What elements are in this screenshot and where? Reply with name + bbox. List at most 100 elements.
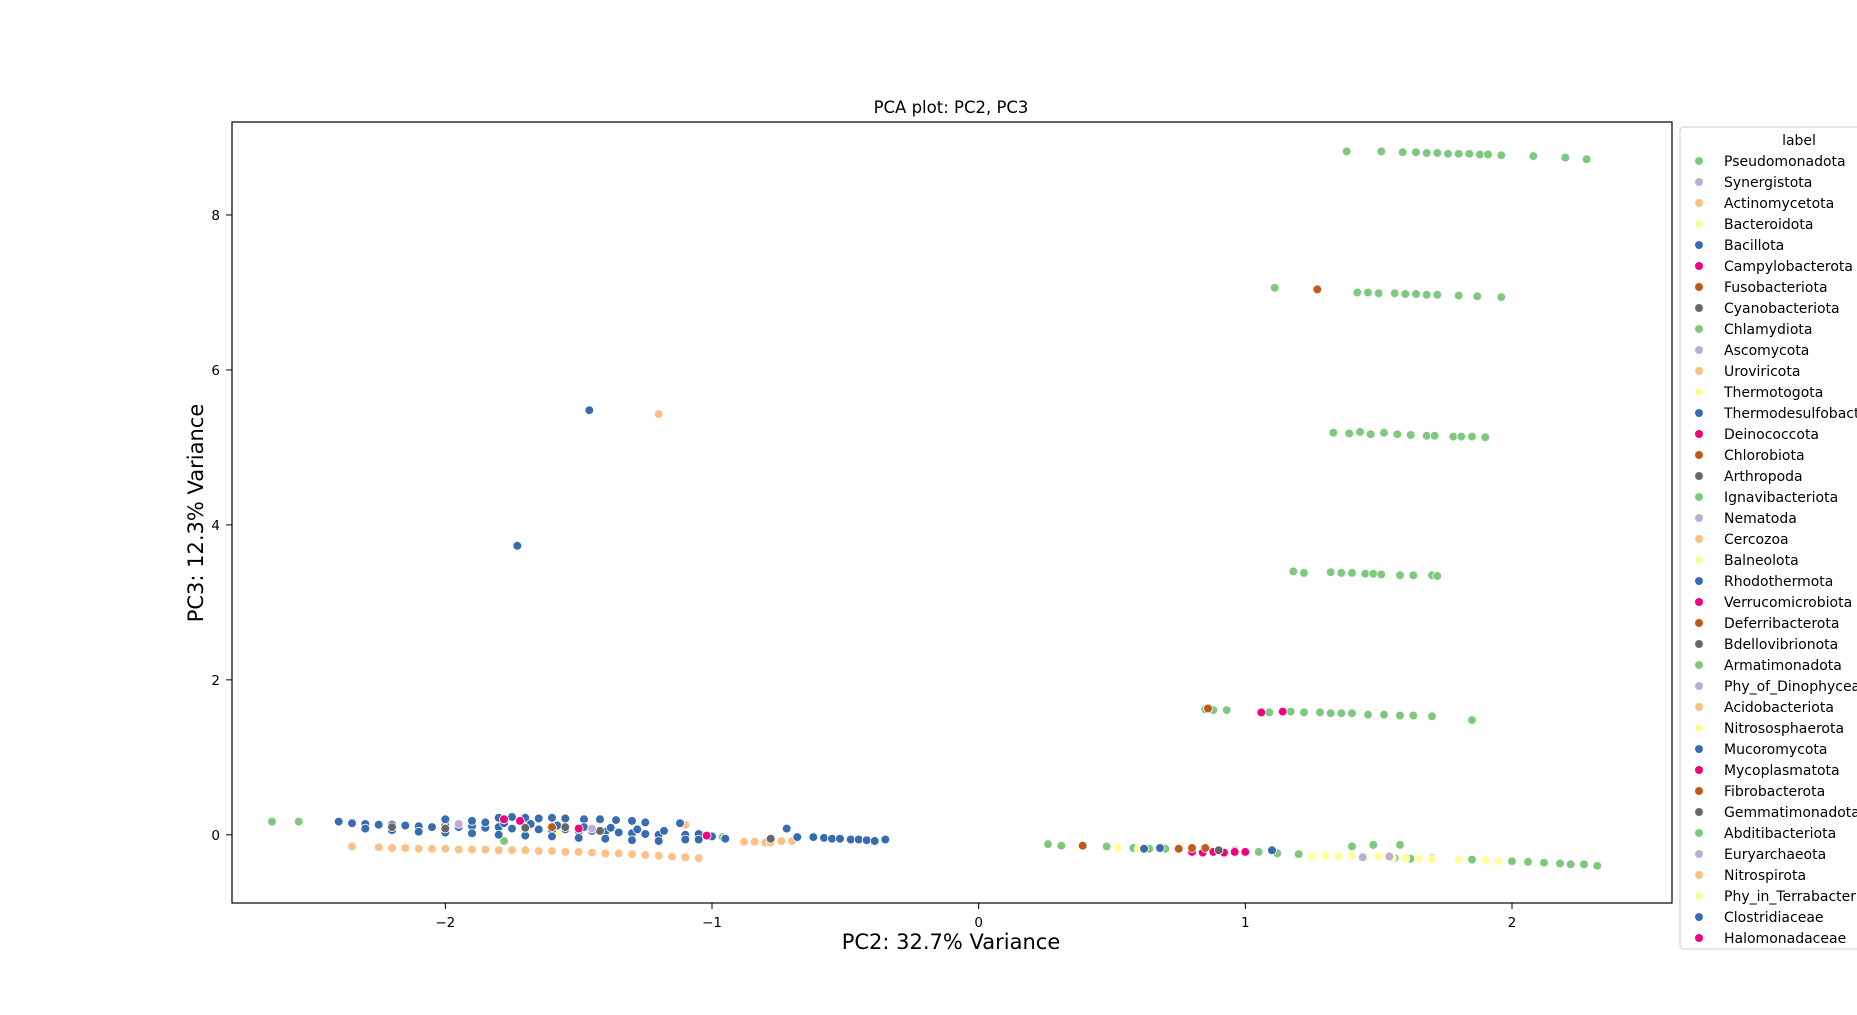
data-point xyxy=(493,829,504,840)
data-point xyxy=(387,843,397,853)
data-point xyxy=(387,822,397,832)
legend-marker xyxy=(1694,450,1704,460)
data-point xyxy=(853,834,864,845)
data-point xyxy=(440,814,451,825)
data-point xyxy=(640,850,651,860)
data-point xyxy=(413,826,424,837)
data-point xyxy=(600,833,611,844)
x-tick-label: 1 xyxy=(1241,915,1250,931)
legend-marker xyxy=(1694,198,1704,208)
y-tick-label: 8 xyxy=(211,208,220,224)
data-point xyxy=(480,817,491,828)
data-point xyxy=(1507,856,1517,866)
data-point xyxy=(632,824,643,835)
data-point xyxy=(1413,853,1424,864)
legend-marker xyxy=(1694,555,1704,565)
y-axis-label: PC3: 12.3% Variance xyxy=(184,404,208,623)
legend-label: Phy_of_Dinophycea xyxy=(1724,679,1857,695)
legend-marker xyxy=(1694,807,1704,817)
data-point xyxy=(493,845,504,856)
legend-label: Acidobacteriota xyxy=(1724,700,1834,716)
data-point xyxy=(547,831,557,842)
legend-marker xyxy=(1694,765,1704,775)
data-point xyxy=(600,848,611,859)
data-point xyxy=(1288,566,1299,577)
legend-label: Balneolota xyxy=(1724,553,1799,569)
legend-label: Nematoda xyxy=(1724,511,1797,527)
legend-label: Pseudomonadota xyxy=(1724,154,1846,170)
legend-label: Armatimonadota xyxy=(1724,658,1842,674)
data-point xyxy=(453,819,464,829)
data-point xyxy=(347,818,357,828)
data-point xyxy=(627,816,637,826)
data-point xyxy=(1464,149,1475,159)
data-point xyxy=(627,849,637,859)
data-point xyxy=(333,816,344,827)
data-point xyxy=(1240,847,1251,857)
legend-label: Abditibacteriota xyxy=(1724,826,1836,842)
data-point xyxy=(1376,146,1387,157)
legend-label: Bacteroidota xyxy=(1724,217,1813,233)
data-point xyxy=(1264,707,1275,718)
data-point xyxy=(792,832,803,842)
legend-marker xyxy=(1694,282,1704,292)
legend-marker xyxy=(1694,744,1704,754)
data-point xyxy=(1328,427,1339,438)
data-point xyxy=(520,845,531,856)
data-point xyxy=(1368,840,1379,850)
data-point xyxy=(1539,857,1549,868)
data-point xyxy=(1493,856,1504,866)
data-point xyxy=(507,823,517,834)
data-point xyxy=(1392,429,1403,440)
data-point xyxy=(613,827,624,838)
data-point xyxy=(1448,431,1459,442)
legend-marker xyxy=(1694,576,1704,586)
data-point xyxy=(1475,149,1485,160)
data-point xyxy=(360,823,371,834)
data-point xyxy=(640,829,651,839)
data-point xyxy=(1363,287,1373,298)
y-tick-label: 2 xyxy=(211,673,220,689)
legend-label: Bdellovibrionota xyxy=(1724,637,1838,653)
legend-marker xyxy=(1694,681,1704,691)
data-point xyxy=(573,823,584,834)
data-point xyxy=(1333,851,1344,862)
legend-marker xyxy=(1694,429,1704,439)
data-point xyxy=(1307,851,1317,862)
legend-label: Nitrospirota xyxy=(1724,868,1806,884)
data-point xyxy=(605,822,616,833)
data-point xyxy=(1379,709,1389,720)
data-point xyxy=(1376,569,1387,580)
data-point xyxy=(1411,289,1421,299)
data-point xyxy=(869,836,880,846)
legend-marker xyxy=(1694,156,1704,166)
legend-marker xyxy=(1694,639,1704,649)
legend-label: Ignavibacteriota xyxy=(1724,490,1838,506)
data-point xyxy=(1581,154,1592,165)
y-tick-label: 4 xyxy=(211,518,220,534)
data-point xyxy=(1277,706,1288,717)
legend-label: Gemmatimonadota xyxy=(1724,805,1857,821)
data-point xyxy=(1480,432,1491,443)
legend-marker xyxy=(1694,660,1704,670)
data-point xyxy=(1173,843,1184,854)
data-point xyxy=(765,833,776,844)
data-point xyxy=(1579,859,1589,870)
data-point xyxy=(1467,715,1477,725)
data-point xyxy=(1408,710,1419,721)
data-point xyxy=(427,822,437,832)
y-tick-label: 6 xyxy=(211,363,220,379)
legend-label: Mycoplasmatota xyxy=(1724,763,1840,779)
data-point xyxy=(1267,845,1277,856)
legend-label: Bacillota xyxy=(1724,238,1784,254)
data-point xyxy=(499,836,509,846)
data-point xyxy=(467,828,477,839)
data-point xyxy=(659,826,669,836)
data-point xyxy=(1496,292,1507,302)
data-point xyxy=(1432,571,1443,581)
legend-label: Euryarchaeota xyxy=(1724,847,1826,863)
data-point xyxy=(293,816,304,827)
legend-label: Deferribacterota xyxy=(1724,616,1839,632)
legend-marker xyxy=(1694,513,1704,523)
